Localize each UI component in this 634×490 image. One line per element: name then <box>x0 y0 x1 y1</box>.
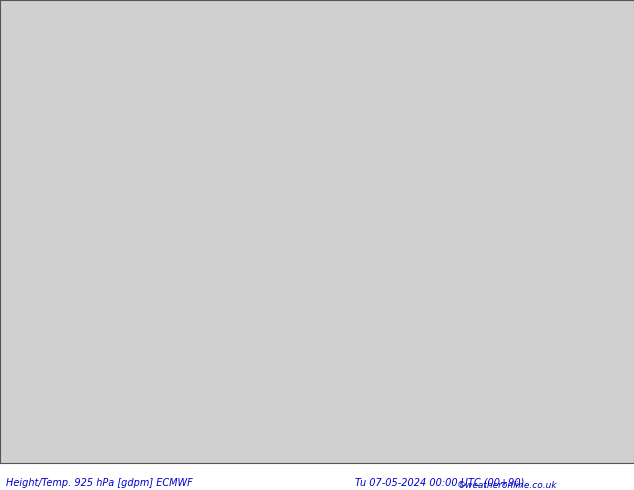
Text: Height/Temp. 925 hPa [gdpm] ECMWF: Height/Temp. 925 hPa [gdpm] ECMWF <box>6 478 193 488</box>
Text: ©weatheronline.co.uk: ©weatheronline.co.uk <box>456 481 557 490</box>
Text: Tu 07-05-2024 00:00 UTC (00+90): Tu 07-05-2024 00:00 UTC (00+90) <box>355 478 524 488</box>
